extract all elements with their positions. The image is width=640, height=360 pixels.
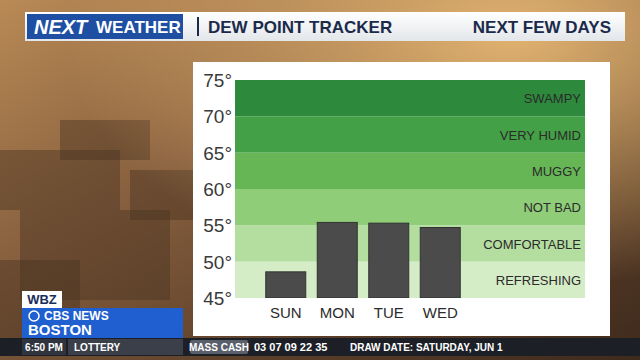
y-tick-label: 55° [203,215,232,236]
plot-area [235,80,585,298]
ticker-bar [0,338,640,356]
band-label: MUGGY [532,164,581,179]
subtitle: NEXT FEW DAYS [473,18,611,37]
band-label: COMFORTABLE [483,237,581,252]
x-tick-label: TUE [374,304,404,321]
bar [317,222,357,298]
band [235,153,585,189]
logo-next: NEXT [34,16,89,38]
y-tick-label: 60° [203,179,232,200]
y-tick [232,189,235,190]
band-label: VERY HUMID [500,128,581,143]
band [235,189,585,225]
header-separator [197,17,199,36]
station-box [22,291,62,308]
y-tick [232,152,235,153]
bar [266,272,306,298]
segment: LOTTERY [74,342,121,353]
numbers: 03 07 09 22 35 [254,341,327,353]
city: BOSTON [28,321,92,338]
band-label: SWAMPY [524,91,582,106]
band [235,262,585,298]
y-tick-label: 70° [203,106,232,127]
segment-box [68,339,183,355]
y-tick-label: 45° [203,288,232,309]
y-tick [232,116,235,117]
header-bar [25,12,625,41]
time: 6:50 PM [25,342,63,353]
y-tick [232,225,235,226]
haze [0,0,640,360]
eye-logo [29,311,39,321]
y-tick-label: 75° [203,70,232,91]
y-tick [232,298,235,299]
band-label: REFRESHING [496,273,581,288]
network-box [22,308,183,338]
band-label: NOT BAD [523,200,581,215]
logo-box [27,14,183,39]
game: MASS CASH [189,342,249,353]
bar [369,223,409,298]
draw-date: DRAW DATE: SATURDAY, JUN 1 [350,342,503,353]
x-tick-label: MON [320,304,355,321]
y-tick [232,80,235,81]
band [235,116,585,152]
band [235,225,585,261]
background [0,0,640,360]
y-tick [232,261,235,262]
scene: NEXT WEATHER DEW POINT TRACKER NEXT FEW DAY… [0,0,640,360]
x-tick-label: WED [423,304,458,321]
time-box [22,339,66,355]
logo-weather: WEATHER [96,18,181,37]
y-tick-label: 65° [203,143,232,164]
y-tick-label: 50° [203,252,232,273]
x-tick-label: SUN [270,304,302,321]
band [235,80,585,116]
bar [420,228,460,298]
chart-panel [193,62,610,336]
station: WBZ [27,292,57,307]
title: DEW POINT TRACKER [208,18,392,37]
